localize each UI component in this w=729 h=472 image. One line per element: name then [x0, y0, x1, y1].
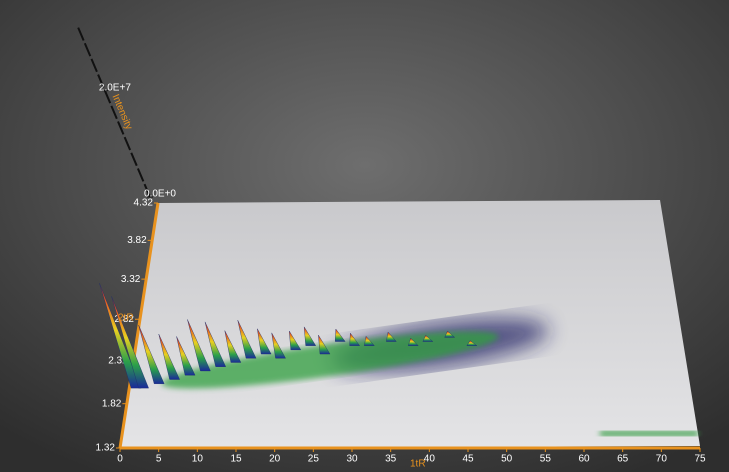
y-tick-label: 2.82 [115, 314, 135, 325]
peak [466, 340, 478, 346]
x-tick-label: 5 [156, 454, 162, 465]
y-axis-title: 2tR [118, 313, 134, 324]
streak [600, 431, 698, 436]
z-tick-label: 2.0E+7 [99, 82, 131, 93]
peak [111, 296, 149, 389]
peak [237, 320, 257, 359]
x-tick-label: 55 [540, 454, 552, 465]
x-tick-label: 35 [385, 454, 397, 465]
peak [407, 337, 419, 346]
z-tick-label: 0.0E+0 [144, 189, 176, 200]
plot: 0 5 10 15 20 25 30 35 40 45 50 55 60 65 70 75 1.32 1.82 2.… [76, 26, 706, 465]
y-tick-label: 3.82 [127, 235, 147, 246]
x-axis-title: 1tR [410, 459, 426, 470]
x-tick-label: 25 [308, 454, 320, 465]
peak [204, 321, 227, 367]
x-tick-label: 50 [501, 454, 513, 465]
peak [257, 328, 272, 355]
y-tick-label: 4.32 [134, 198, 154, 209]
peak [271, 332, 286, 359]
y-tick-label: 2.32 [108, 355, 128, 366]
peak [364, 335, 375, 346]
peak [187, 319, 211, 372]
plane [120, 200, 700, 448]
x-tick-label: 75 [694, 454, 706, 465]
peak [303, 326, 317, 346]
y-tick-label: 3.32 [121, 274, 141, 285]
peak [349, 332, 361, 346]
peak [422, 334, 434, 342]
peak [289, 330, 302, 351]
x-tick-label: 40 [424, 454, 436, 465]
y-tick-label: 1.32 [96, 443, 116, 454]
x-tick-label: 60 [578, 454, 590, 465]
x-tick-label: 65 [617, 454, 629, 465]
peak [334, 328, 346, 342]
peak [386, 331, 397, 342]
y-tick-label: 1.82 [102, 398, 122, 409]
x-tick-label: 15 [230, 454, 242, 465]
x-tick-label: 70 [656, 454, 668, 465]
x-tick-label: 10 [192, 454, 204, 465]
x-tick-label: 20 [269, 454, 281, 465]
z-axis [76, 26, 151, 198]
x-tick-label: 30 [346, 454, 358, 465]
x-tick-label: 45 [462, 454, 474, 465]
peak [318, 334, 331, 355]
peak [444, 330, 456, 338]
peak [224, 330, 242, 363]
x-tick-label: 0 [117, 454, 123, 465]
peak [138, 325, 165, 384]
peak [176, 336, 196, 376]
peak [158, 334, 180, 380]
